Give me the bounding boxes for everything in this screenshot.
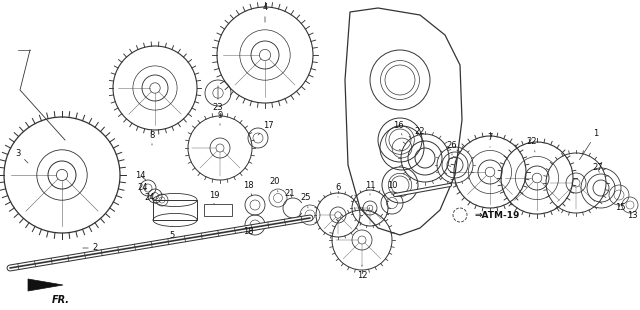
Text: 22: 22 xyxy=(415,127,425,142)
Text: 13: 13 xyxy=(627,210,637,219)
Text: 1: 1 xyxy=(579,130,598,160)
Text: 17: 17 xyxy=(258,121,273,135)
Text: 3: 3 xyxy=(15,148,28,163)
Polygon shape xyxy=(28,279,63,291)
Text: 7: 7 xyxy=(487,134,493,147)
Text: 8: 8 xyxy=(149,131,155,145)
Text: 26: 26 xyxy=(447,140,458,155)
Text: ⇒ATM-19: ⇒ATM-19 xyxy=(474,210,520,219)
Text: 22: 22 xyxy=(527,138,537,152)
Bar xyxy=(153,200,197,220)
Text: 6: 6 xyxy=(335,184,340,197)
Text: 15: 15 xyxy=(615,203,625,212)
Text: 9: 9 xyxy=(218,110,223,125)
Text: 16: 16 xyxy=(393,121,403,135)
Text: 10: 10 xyxy=(387,180,397,195)
Text: 2: 2 xyxy=(83,243,98,253)
Text: 24: 24 xyxy=(145,193,156,202)
Text: 24: 24 xyxy=(138,184,148,193)
Text: 21: 21 xyxy=(285,188,295,197)
Text: FR.: FR. xyxy=(52,295,70,305)
Text: 12: 12 xyxy=(356,265,367,280)
Text: 19: 19 xyxy=(209,192,220,204)
Text: 4: 4 xyxy=(262,3,268,22)
Text: 18: 18 xyxy=(243,180,253,196)
Text: 18: 18 xyxy=(243,228,253,237)
Text: 25: 25 xyxy=(301,193,311,208)
Text: 5: 5 xyxy=(170,226,175,240)
Text: 11: 11 xyxy=(365,180,375,195)
Text: 23: 23 xyxy=(212,86,223,113)
Text: 14: 14 xyxy=(135,170,146,180)
Text: 27: 27 xyxy=(593,163,604,172)
Text: 20: 20 xyxy=(269,178,280,192)
Bar xyxy=(204,204,232,216)
